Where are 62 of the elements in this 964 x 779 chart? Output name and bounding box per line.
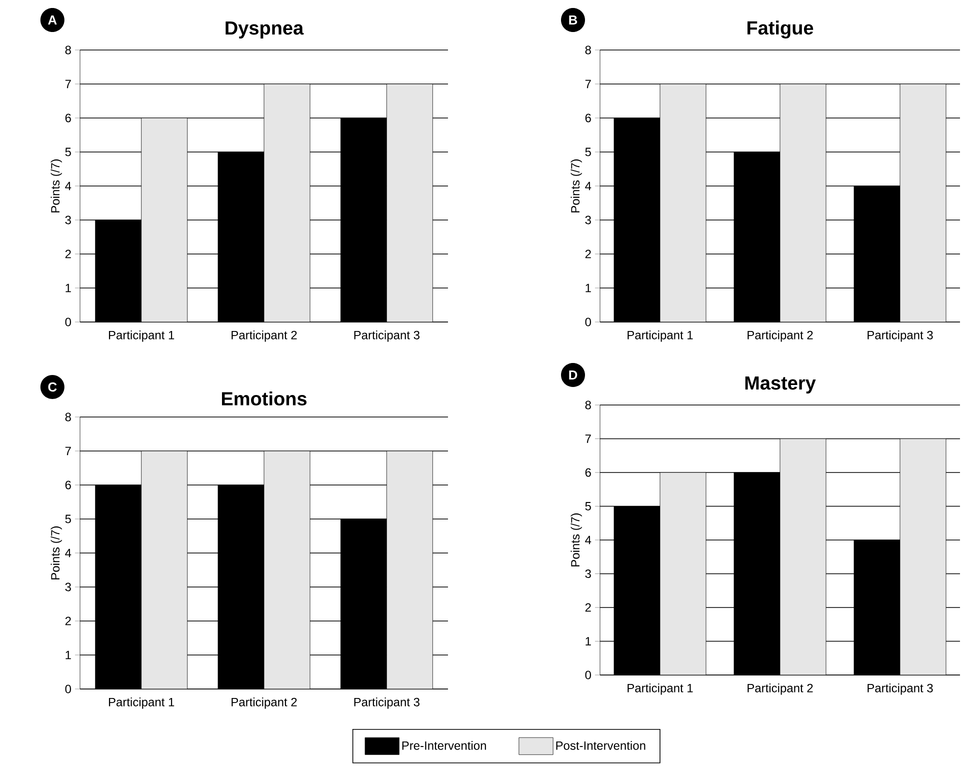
legend-label: Pre-Intervention (402, 741, 486, 750)
x-tick-label: Participant 3 (354, 330, 420, 342)
y-tick-label: 4 (585, 536, 592, 544)
y-tick-label: 0 (585, 318, 592, 326)
y-tick-label: 1 (586, 284, 591, 292)
y-tick-label: 3 (65, 216, 71, 224)
y-tick-label: 3 (65, 582, 71, 592)
chart-title: Mastery (745, 376, 816, 394)
y-tick-label: 5 (65, 148, 71, 156)
legend-label: Post-Intervention (556, 741, 646, 750)
x-tick-label: Participant 1 (628, 684, 693, 695)
x-tick-label: Participant 2 (232, 698, 297, 709)
y-tick-label: 1 (66, 650, 71, 660)
text: D (569, 370, 578, 380)
y-axis-title: Points (/7) (50, 159, 62, 212)
y-tick-label: 3 (585, 216, 591, 224)
y-tick-label: 7 (585, 434, 591, 443)
y-tick-label: 1 (586, 637, 591, 646)
y-tick-label: 5 (65, 514, 71, 524)
text: C (48, 382, 57, 392)
y-axis-title: Points (/7) (570, 159, 582, 212)
y-tick-label: 1 (66, 284, 71, 292)
chart-title: Fatigue (747, 20, 814, 38)
x-tick-label: Participant 2 (232, 330, 297, 342)
y-tick-label: 0 (65, 684, 72, 694)
x-tick-label: Participant 2 (748, 330, 813, 342)
x-tick-label: Participant 1 (108, 698, 174, 709)
y-tick-label: 2 (65, 250, 71, 258)
y-tick-label: 6 (65, 480, 71, 490)
x-tick-label: Participant 3 (354, 698, 420, 709)
y-tick-label: 4 (65, 548, 72, 558)
y-axis-title: Points (/7) (570, 513, 582, 566)
chart-title: Dyspnea (226, 21, 304, 38)
y-tick-label: 8 (65, 46, 71, 54)
x-tick-label: Participant 1 (108, 330, 174, 342)
y-tick-label: 2 (585, 603, 591, 612)
y-tick-label: 0 (585, 670, 592, 680)
y-tick-label: 8 (585, 400, 591, 410)
y-axis-title: Points (/7) (50, 526, 62, 580)
y-tick-label: 5 (585, 502, 591, 510)
y-tick-label: 6 (585, 114, 591, 122)
chart-title: Emotions (222, 392, 307, 406)
y-tick-label: 3 (585, 569, 591, 578)
y-tick-label: 4 (585, 182, 592, 190)
y-tick-label: 2 (585, 250, 591, 258)
y-tick-label: 8 (585, 46, 591, 54)
y-tick-label: 6 (585, 468, 591, 477)
x-tick-label: Participant 3 (868, 330, 933, 342)
text: A (48, 16, 57, 24)
y-tick-label: 0 (65, 318, 72, 326)
y-tick-label: 5 (585, 148, 591, 156)
y-tick-label: 8 (65, 412, 71, 422)
x-tick-label: Participant 1 (628, 330, 693, 342)
y-tick-label: 7 (65, 446, 71, 456)
x-tick-label: Participant 2 (748, 684, 813, 695)
y-tick-label: 7 (65, 80, 71, 88)
y-tick-label: 7 (585, 80, 591, 88)
y-tick-label: 6 (65, 114, 71, 122)
text: B (569, 16, 578, 24)
x-tick-label: Participant 3 (868, 684, 933, 695)
y-tick-label: 2 (65, 616, 71, 626)
y-tick-label: 4 (65, 182, 72, 190)
